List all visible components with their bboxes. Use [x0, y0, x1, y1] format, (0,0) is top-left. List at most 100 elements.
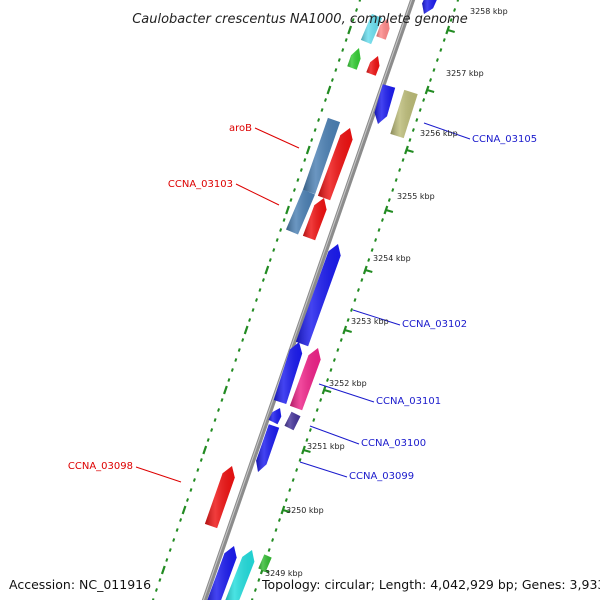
- tick-mark: [319, 398, 323, 402]
- kbp-tick-label: 3256 kbp: [420, 129, 458, 138]
- tick-mark: [202, 445, 208, 455]
- major-tick-mark: [385, 209, 394, 213]
- tick-mark: [154, 588, 158, 592]
- tick-mark: [305, 145, 311, 155]
- tick-mark: [358, 0, 362, 2]
- tick-mark: [347, 25, 353, 35]
- tick-mark: [179, 518, 183, 522]
- tick-mark: [271, 538, 275, 542]
- tick-mark: [353, 298, 357, 302]
- tick-mark: [250, 598, 254, 600]
- tick-mark: [310, 138, 314, 142]
- accession-text: Accession: NC_011916: [9, 577, 152, 592]
- tick-mark: [367, 258, 371, 262]
- kbp-tick-labels: 3258 kbp 3257 kbp 3256 kbp 3255 kbp 3254 kbp…: [265, 7, 508, 578]
- tick-mark: [456, 0, 460, 2]
- tick-mark: [398, 168, 402, 172]
- topology-text: Topology: circular; Length: 4,042,929 bp…: [262, 577, 600, 592]
- gene-arrow-shading: [258, 554, 272, 572]
- tick-mark: [199, 458, 203, 462]
- tick-mark: [299, 168, 303, 172]
- tick-mark: [449, 18, 453, 22]
- gene-arrow-shading: [295, 244, 341, 347]
- tick-mark: [380, 218, 384, 222]
- tick-mark: [288, 488, 292, 492]
- gene-features: [204, 0, 437, 600]
- tick-mark: [292, 188, 296, 192]
- kbp-tick-label: 3254 kbp: [373, 254, 411, 263]
- tick-mark: [326, 85, 332, 95]
- tick-mark: [175, 528, 179, 532]
- gene-label[interactable]: CCNA_03102: [402, 319, 467, 330]
- gene-arrow-shading: [374, 84, 396, 124]
- tick-mark: [274, 528, 278, 532]
- gene-label[interactable]: aroB: [229, 123, 252, 134]
- gene-label[interactable]: CCNA_03103: [168, 179, 233, 190]
- tick-mark: [279, 228, 283, 232]
- tick-mark: [312, 418, 316, 422]
- tick-mark: [275, 238, 279, 242]
- tick-mark: [272, 248, 276, 252]
- tick-mark: [435, 58, 439, 62]
- tick-mark: [277, 518, 281, 522]
- gene-arrow-shading: [289, 348, 321, 411]
- tick-mark: [291, 478, 295, 482]
- tick-mark: [344, 38, 348, 42]
- major-tick-mark: [447, 29, 455, 33]
- tick-mark: [391, 188, 395, 192]
- tick-mark: [332, 358, 336, 362]
- tick-mark: [282, 218, 286, 222]
- tick-mark: [255, 298, 258, 302]
- tick-mark: [330, 78, 334, 82]
- gene-label[interactable]: CCNA_03100: [361, 438, 426, 449]
- gene-label-lines: [135, 122, 471, 483]
- gene-arrow-shading: [207, 546, 237, 600]
- tick-mark: [227, 378, 231, 382]
- tick-mark: [172, 538, 176, 542]
- tick-mark: [387, 198, 391, 202]
- gene-arrow-shading: [347, 48, 361, 70]
- gene-label-connector: [309, 425, 360, 445]
- tick-mark: [151, 598, 155, 600]
- tick-mark: [257, 578, 261, 582]
- gene-arrow-shading: [286, 189, 315, 235]
- genome-title: Caulobacter crescentus NA1000, complete …: [132, 12, 468, 27]
- kbp-tick-label: 3250 kbp: [286, 506, 324, 515]
- gene-arrow-shading: [225, 550, 255, 600]
- gene-label-connector: [135, 466, 182, 483]
- tick-mark: [315, 408, 319, 412]
- gene-label-connector: [423, 122, 471, 140]
- gene-arrow-shading: [376, 18, 390, 40]
- tick-mark: [324, 98, 327, 102]
- tick-mark: [337, 58, 341, 62]
- major-tick-mark: [365, 269, 373, 273]
- gene-label[interactable]: CCNA_03099: [349, 471, 414, 482]
- kbp-tick-label: 3257 kbp: [446, 69, 484, 78]
- tick-mark: [213, 418, 217, 422]
- kbp-tick-label: 3255 kbp: [397, 192, 435, 201]
- tick-mark: [432, 68, 436, 72]
- gene-label[interactable]: CCNA_03098: [68, 461, 133, 472]
- tick-mark: [258, 288, 262, 292]
- gene-arrow-shading: [302, 117, 341, 195]
- tick-mark: [377, 228, 381, 232]
- tick-mark: [234, 358, 238, 362]
- tick-mark: [346, 318, 350, 322]
- gene-label[interactable]: CCNA_03101: [376, 396, 441, 407]
- tick-mark: [241, 338, 245, 342]
- gene-arrow-shading: [204, 466, 235, 529]
- tick-mark: [326, 378, 330, 382]
- tick-mark: [321, 385, 327, 395]
- tick-mark: [243, 325, 249, 335]
- tick-mark: [230, 368, 234, 372]
- tick-mark: [370, 248, 374, 252]
- tick-mark: [320, 108, 324, 112]
- tick-mark: [418, 108, 422, 112]
- major-tick-mark: [303, 449, 311, 453]
- tick-mark: [329, 368, 333, 372]
- tick-mark: [305, 438, 309, 442]
- tick-mark: [223, 385, 228, 395]
- major-tick-mark: [406, 149, 414, 153]
- tick-mark: [220, 398, 224, 402]
- gene-label[interactable]: CCNA_03105: [472, 134, 537, 145]
